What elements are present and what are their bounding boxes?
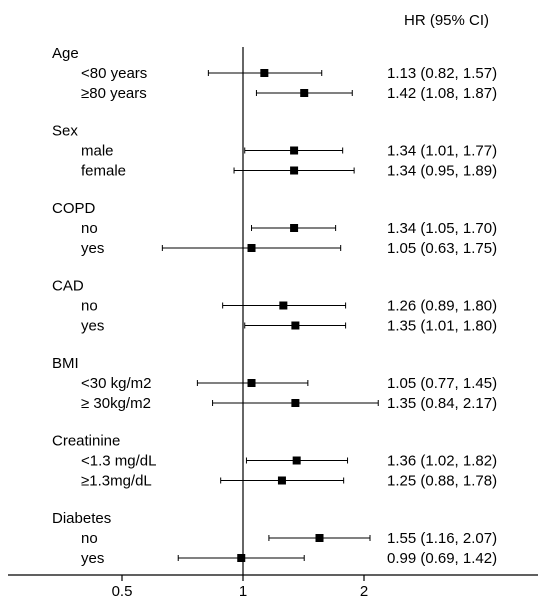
hr-ci-value: 1.35 (0.84, 2.17) <box>387 395 497 412</box>
hr-ci-value: 0.99 (0.69, 1.42) <box>387 550 497 567</box>
hr-point-marker <box>237 554 246 562</box>
hr-ci-value: 1.36 (1.02, 1.82) <box>387 453 497 470</box>
row-label: ≥80 years <box>81 85 147 102</box>
hr-point-marker <box>315 534 324 542</box>
row-label: ≥ 30kg/m2 <box>81 395 151 412</box>
hr-point-marker <box>290 146 299 155</box>
row-label: <30 kg/m2 <box>81 375 151 392</box>
hr-ci-value: 1.34 (1.01, 1.77) <box>387 143 497 160</box>
group-label: Diabetes <box>52 510 111 527</box>
row-label: yes <box>81 240 104 257</box>
hr-point-marker <box>279 301 288 310</box>
group-label: CAD <box>52 278 84 295</box>
group-label: Creatinine <box>52 433 120 450</box>
row-label: <80 years <box>81 65 147 82</box>
x-axis-ticks: 0.5 1 2 <box>112 575 368 600</box>
hr-point-marker <box>277 476 286 485</box>
hr-point-marker <box>290 166 299 175</box>
hr-ci-value: 1.55 (1.16, 2.07) <box>387 530 497 547</box>
row-label: female <box>81 163 126 180</box>
row-label: <1.3 mg/dL <box>81 453 156 470</box>
row-label: yes <box>81 318 104 335</box>
row-label: male <box>81 143 114 160</box>
hr-point-marker <box>292 456 301 465</box>
hr-point-marker <box>291 321 300 330</box>
hr-ci-value: 1.26 (0.89, 1.80) <box>387 298 497 315</box>
x-tick-label: 0.5 <box>112 583 133 600</box>
hr-point-marker <box>300 89 309 97</box>
hr-point-marker <box>247 379 256 387</box>
hr-ci-value: 1.05 (0.77, 1.45) <box>387 375 497 392</box>
group-label: BMI <box>52 355 79 372</box>
group-label: COPD <box>52 200 96 217</box>
group-label: Age <box>52 45 79 62</box>
hr-point-marker <box>247 244 256 252</box>
row-label: ≥1.3mg/dL <box>81 473 152 490</box>
row-label: no <box>81 530 98 547</box>
hr-ci-value: 1.42 (1.08, 1.87) <box>387 85 497 102</box>
hr-ci-value: 1.05 (0.63, 1.75) <box>387 240 497 257</box>
group-label: Sex <box>52 123 78 140</box>
hr-ci-value: 1.34 (1.05, 1.70) <box>387 220 497 237</box>
hr-point-marker <box>260 69 269 77</box>
hr-ci-value: 1.35 (1.01, 1.80) <box>387 318 497 335</box>
x-tick-label: 2 <box>360 583 368 600</box>
row-label: no <box>81 220 98 237</box>
forest-rows: Age<80 years 1.13 (0.82, 1.57) ≥80 years 1.… <box>52 45 497 567</box>
hr-ci-value: 1.25 (0.88, 1.78) <box>387 473 497 490</box>
hr-ci-value: 1.34 (0.95, 1.89) <box>387 163 497 180</box>
row-label: no <box>81 298 98 315</box>
x-tick-label: 1 <box>239 583 247 600</box>
hr-point-marker <box>291 399 300 407</box>
hr-point-marker <box>290 224 299 232</box>
row-label: yes <box>81 550 104 567</box>
column-header: HR (95% CI) <box>404 12 489 29</box>
hr-ci-value: 1.13 (0.82, 1.57) <box>387 65 497 82</box>
